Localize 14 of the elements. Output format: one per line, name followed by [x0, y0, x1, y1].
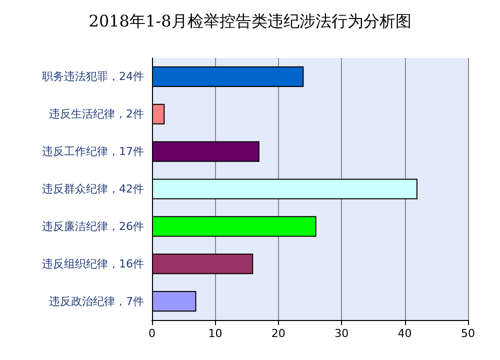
x-tick-label: 0: [148, 327, 156, 340]
y-tick-label: 违反政治纪律，7件: [49, 294, 144, 308]
x-tick-label: 20: [271, 327, 286, 340]
y-tick-label: 违反组织纪律，16件: [42, 257, 144, 270]
y-tick-label: 违反廉洁纪律，26件: [42, 220, 144, 233]
y-tick-label: 违反群众纪律，42件: [42, 182, 144, 196]
x-tick-label: 40: [398, 327, 412, 340]
x-tick-label: 10: [208, 327, 222, 340]
y-tick-label: 违反工作纪律，17件: [42, 145, 144, 158]
y-tick-label: 职务违法犯罪，24件: [42, 70, 144, 84]
y-tick-label: 违反生活纪律，2件: [49, 108, 144, 121]
chart-title: 2018年1-8月检举控告类违纪涉法行为分析图: [88, 12, 412, 30]
x-tick-label: 50: [461, 327, 475, 340]
x-tick-label: 30: [334, 327, 349, 340]
